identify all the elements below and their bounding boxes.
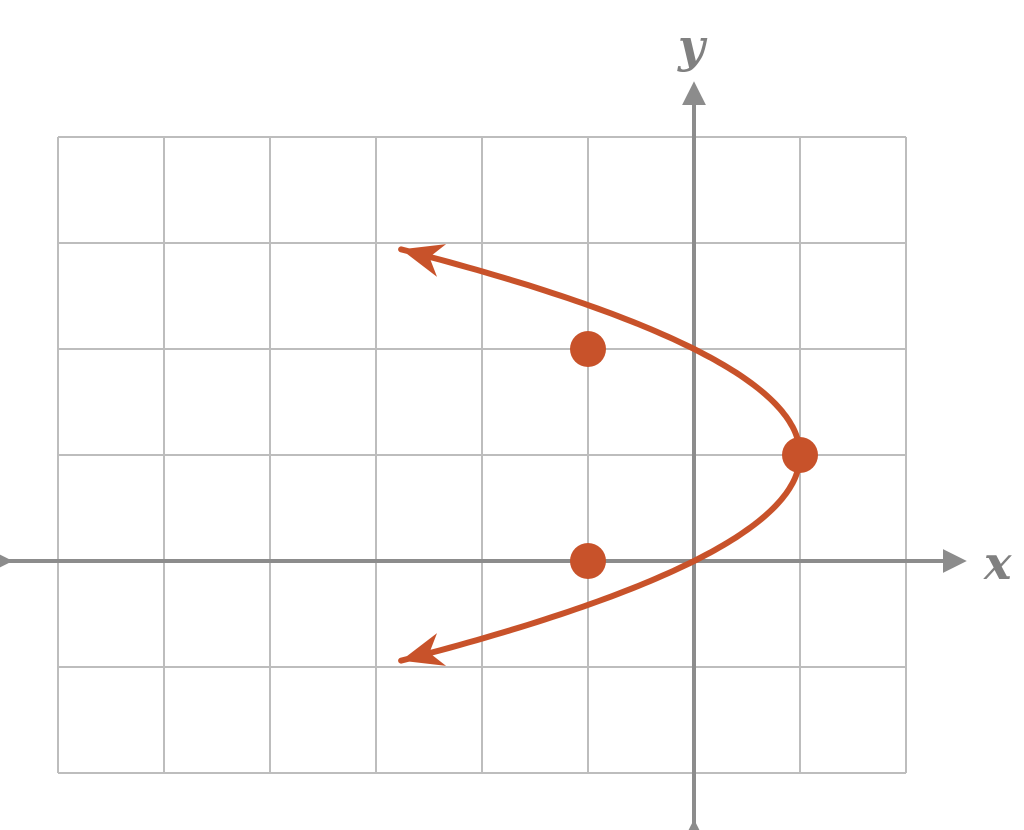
x-axis-label: x: [983, 536, 1012, 590]
y-axis-label: y: [677, 19, 708, 73]
data-point: [782, 437, 818, 473]
points-layer: [570, 331, 818, 579]
data-point: [570, 331, 606, 367]
curve-arrow-top: [401, 244, 447, 277]
data-point: [570, 543, 606, 579]
curve-arrow-bottom: [401, 633, 447, 666]
axes: [0, 81, 967, 830]
grid: [57, 136, 907, 774]
